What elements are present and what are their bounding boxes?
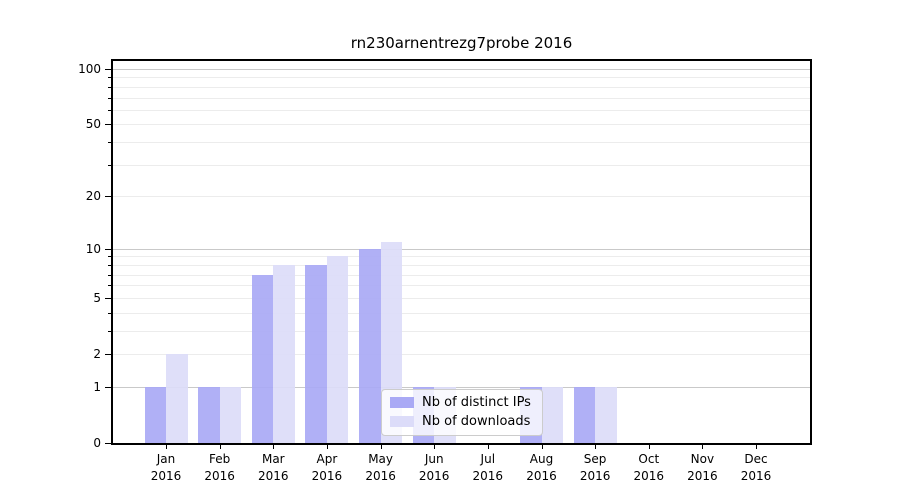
x-tick-mark: [219, 445, 221, 449]
y-minor-tick-mark: [108, 77, 111, 79]
y-tick-label: 20: [85, 189, 101, 204]
x-tick-label: May 2016: [365, 452, 396, 483]
minor-gridline: [113, 86, 810, 88]
y-minor-tick-mark: [108, 97, 111, 99]
y-minor-tick-mark: [108, 109, 111, 111]
y-tick-label: 5: [93, 290, 101, 305]
y-tick-mark: [105, 354, 111, 355]
bar-downloads: [219, 386, 242, 443]
x-tick-mark: [434, 445, 436, 449]
bar-distinct-ips: [198, 386, 220, 443]
y-tick-label: 100: [78, 62, 101, 76]
y-minor-tick-mark: [108, 312, 111, 314]
minor-gridline: [113, 354, 810, 355]
x-tick-mark: [273, 445, 275, 449]
x-tick-label: Jul 2016: [472, 452, 504, 483]
y-minor-tick-mark: [108, 86, 111, 88]
minor-gridline: [113, 124, 810, 126]
y-minor-tick-mark: [108, 285, 111, 287]
bar-downloads: [273, 264, 295, 443]
y-tick-mark: [105, 386, 111, 388]
minor-gridline: [113, 312, 810, 314]
major-gridline: [113, 69, 810, 70]
y-minor-tick-mark: [108, 256, 111, 258]
x-tick-mark: [756, 445, 757, 449]
chart-title: rn230arnentrezg7probe 2016: [350, 34, 573, 52]
minor-gridline: [113, 297, 810, 299]
y-minor-tick-mark: [108, 164, 111, 166]
y-minor-tick-mark: [108, 142, 111, 144]
y-tick-label: 2: [93, 347, 101, 361]
x-tick-label: Dec 2016: [740, 452, 772, 483]
x-tick-mark: [166, 445, 167, 449]
y-tick-mark: [105, 248, 111, 250]
y-tick-mark: [105, 297, 111, 299]
y-tick-mark: [105, 196, 111, 198]
bar-downloads: [595, 386, 617, 443]
minor-gridline: [113, 274, 810, 276]
x-tick-label: Oct 2016: [633, 452, 665, 483]
x-tick-label: Apr 2016: [311, 452, 343, 483]
minor-gridline: [113, 142, 810, 144]
legend-swatch-distinct-ips: [390, 397, 414, 408]
minor-gridline: [113, 264, 810, 266]
minor-gridline: [113, 77, 810, 79]
x-tick-label: Sep 2016: [579, 452, 611, 483]
x-tick-label: Feb 2016: [204, 452, 235, 483]
y-tick-mark: [105, 69, 111, 70]
minor-gridline: [113, 196, 810, 198]
x-tick-mark: [541, 445, 543, 449]
minor-gridline: [113, 285, 810, 287]
plot-area: [111, 59, 812, 445]
y-tick-label: 0: [93, 436, 101, 450]
x-tick-label: Jun 2016: [418, 452, 450, 483]
minor-gridline: [113, 164, 810, 166]
major-gridline: [113, 248, 810, 250]
minor-gridline: [113, 330, 810, 332]
legend-swatch-downloads: [390, 416, 414, 427]
bar-downloads: [541, 386, 563, 443]
bar-distinct-ips: [251, 274, 274, 443]
x-tick-mark: [595, 445, 597, 449]
bar-downloads: [326, 256, 349, 443]
x-tick-mark: [648, 445, 650, 449]
y-tick-label: 50: [85, 117, 101, 132]
y-tick-mark: [105, 443, 111, 444]
x-tick-label: Nov 2016: [687, 452, 718, 483]
x-tick-label: Aug 2016: [526, 452, 557, 483]
minor-gridline: [113, 109, 810, 111]
x-tick-mark: [380, 445, 382, 449]
bar-distinct-ips: [305, 264, 327, 443]
x-tick-label: Jan 2016: [150, 452, 182, 483]
minor-gridline: [113, 97, 810, 99]
x-tick-mark: [326, 445, 328, 449]
bar-distinct-ips: [359, 248, 381, 443]
y-minor-tick-mark: [108, 264, 111, 266]
y-tick-label: 10: [85, 241, 101, 256]
x-tick-mark: [702, 445, 704, 449]
y-minor-tick-mark: [108, 330, 111, 332]
bar-distinct-ips: [573, 386, 596, 443]
legend-label-distinct-ips: Nb of distinct IPs: [422, 395, 531, 410]
major-gridline: [113, 386, 810, 388]
x-tick-mark: [487, 445, 489, 449]
legend: Nb of distinct IPs Nb of downloads: [381, 389, 543, 436]
y-tick-label: 1: [93, 379, 101, 394]
legend-item-downloads: Nb of downloads: [390, 414, 534, 429]
bar-downloads: [166, 354, 188, 443]
legend-label-downloads: Nb of downloads: [422, 414, 531, 429]
y-tick-mark: [105, 124, 111, 126]
minor-gridline: [113, 256, 810, 258]
x-tick-label: Mar 2016: [258, 452, 289, 483]
bar-distinct-ips: [144, 386, 166, 443]
y-minor-tick-mark: [108, 274, 111, 276]
legend-item-distinct-ips: Nb of distinct IPs: [390, 395, 534, 410]
